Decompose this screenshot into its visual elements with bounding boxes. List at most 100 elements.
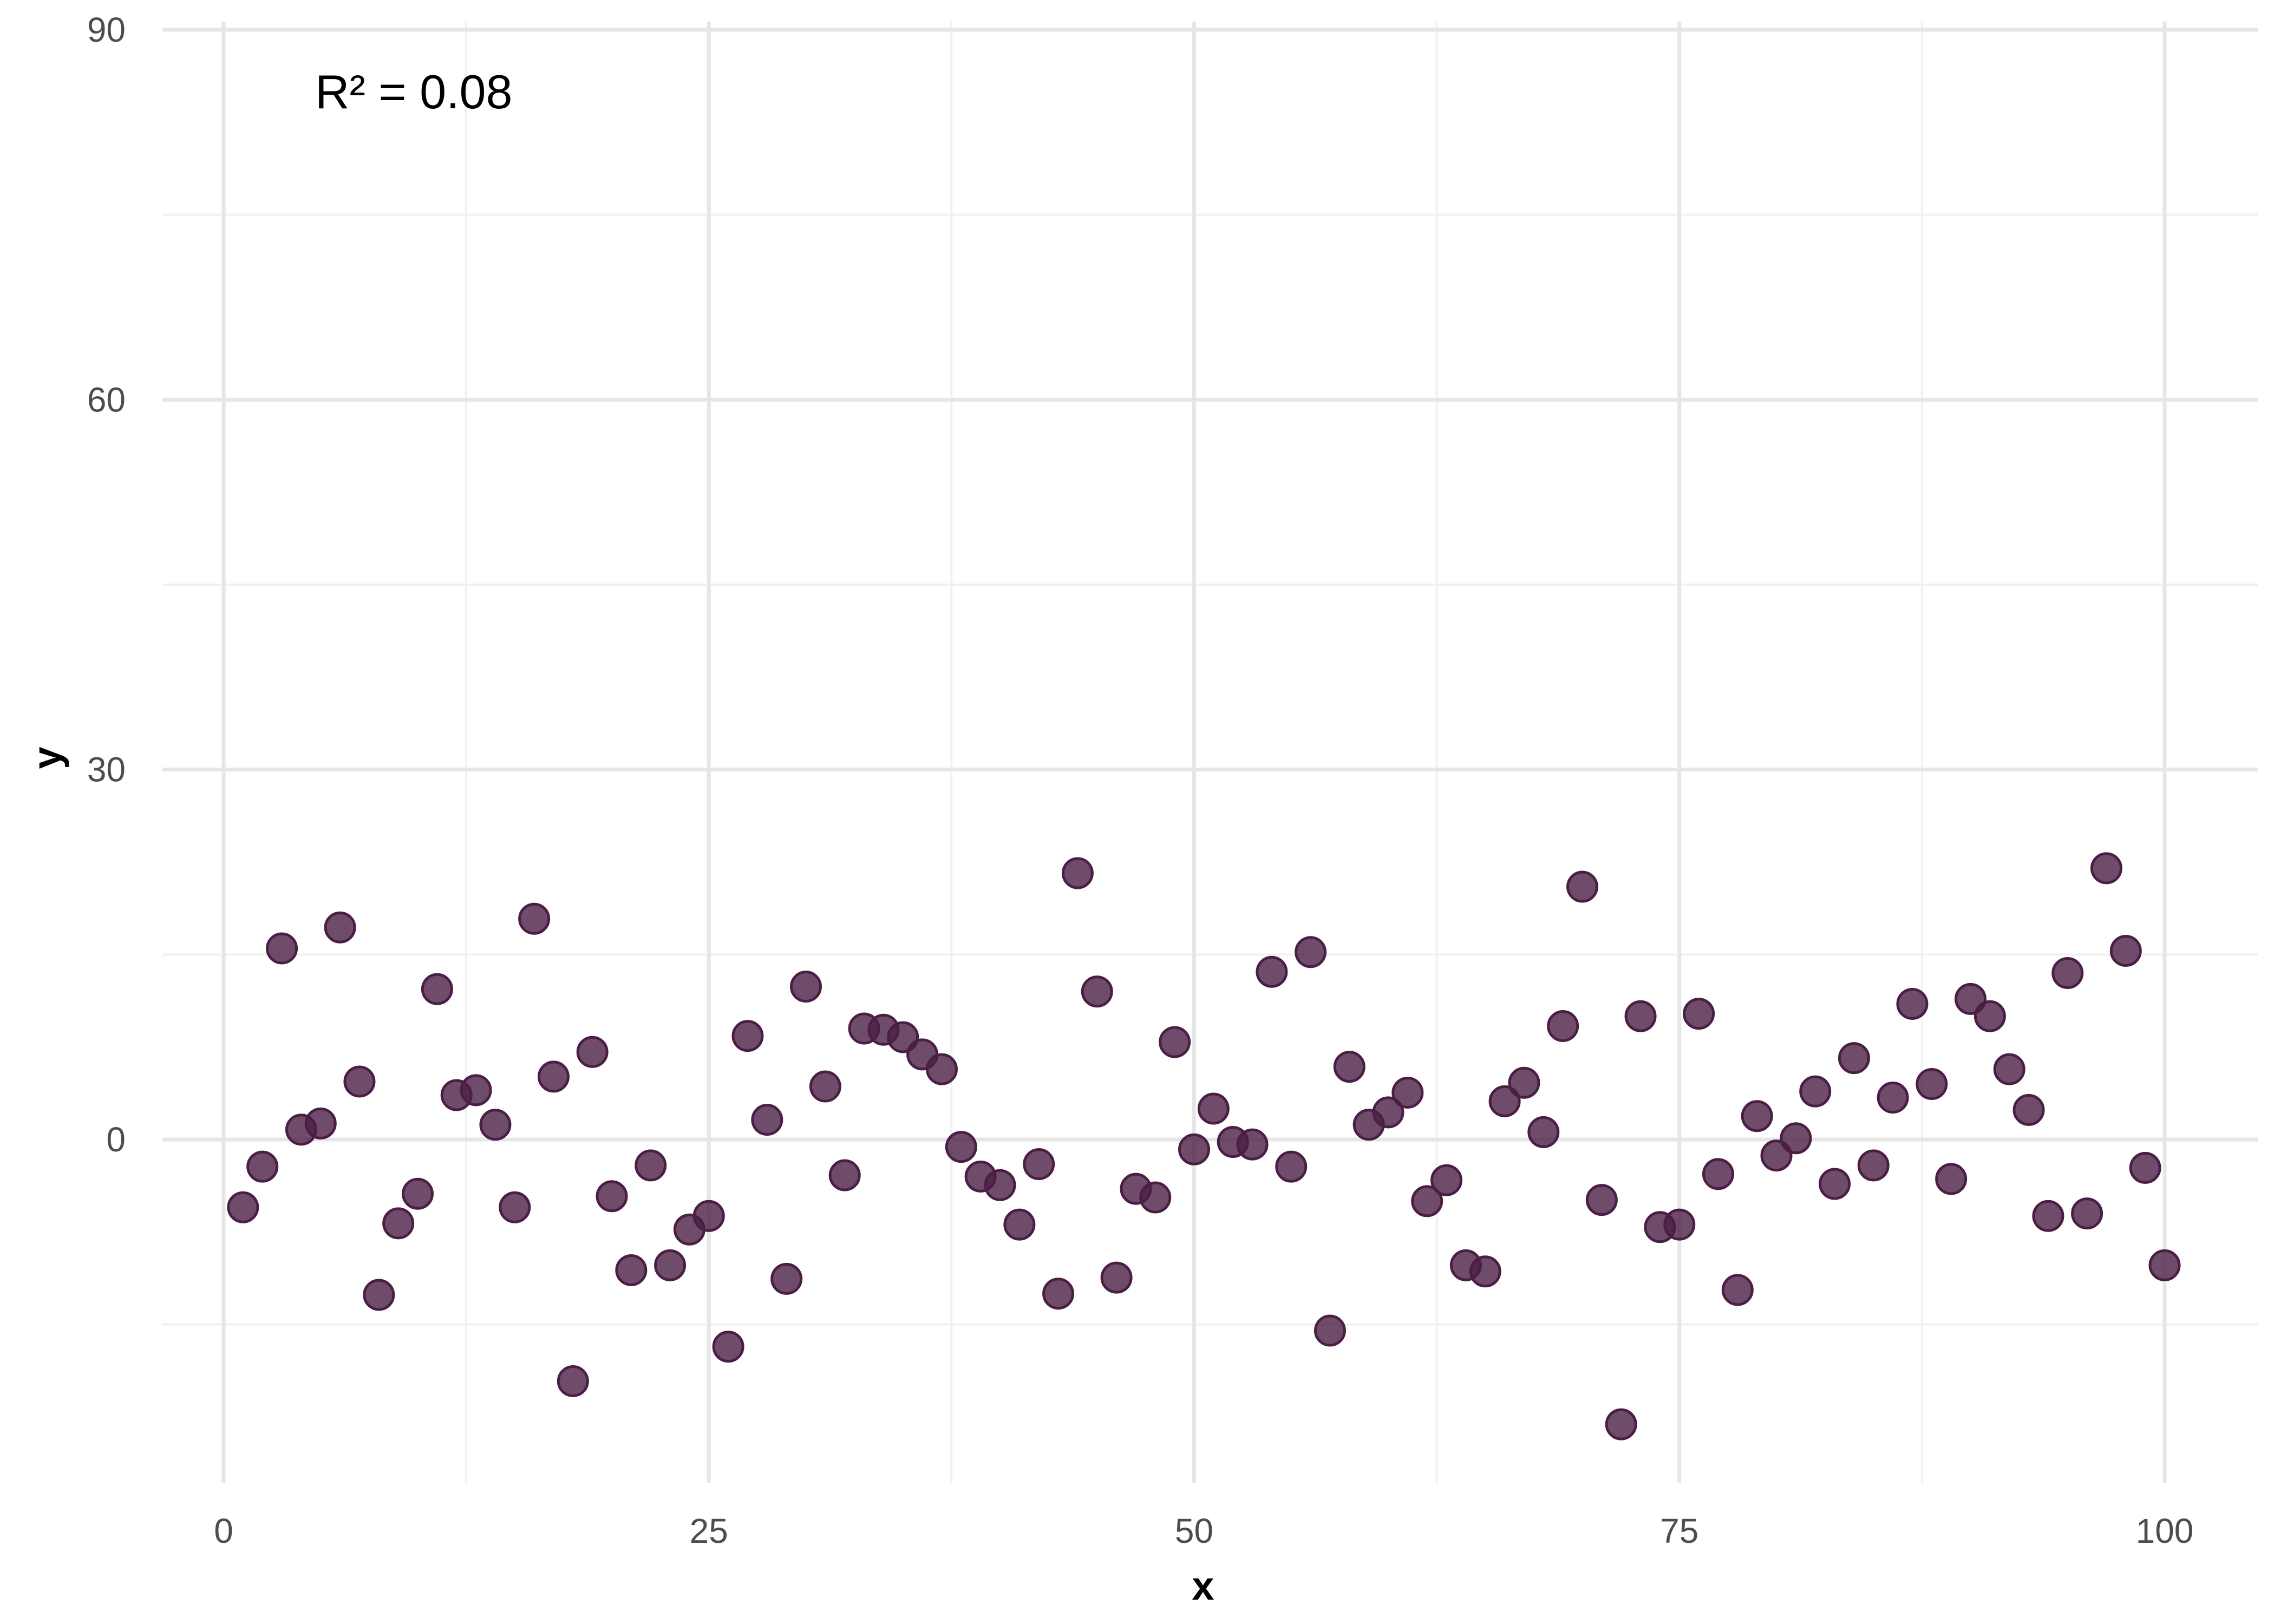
data-point [1566, 870, 1598, 903]
data-point [945, 1131, 977, 1163]
data-point [363, 1279, 395, 1311]
data-point [925, 1053, 958, 1085]
data-point [246, 1150, 279, 1183]
data-point [1100, 1261, 1133, 1294]
data-point [1275, 1150, 1308, 1183]
data-point [770, 1262, 803, 1295]
data-point [1819, 1168, 1851, 1200]
data-point [790, 971, 822, 1003]
data-point [1023, 1148, 1055, 1181]
data-point [1430, 1164, 1463, 1196]
data-point [1236, 1128, 1269, 1161]
data-point [1974, 1000, 2006, 1032]
data-point [1935, 1163, 1968, 1195]
data-points [227, 852, 2181, 1440]
data-point [1411, 1185, 1443, 1217]
data-point [1702, 1158, 1734, 1190]
y-tick-label: 0 [106, 1120, 126, 1159]
data-point [2032, 1200, 2064, 1232]
data-point [596, 1180, 628, 1213]
data-point [1547, 1010, 1579, 1042]
data-point [1488, 1085, 1521, 1117]
data-point [1372, 1096, 1404, 1129]
data-point [2071, 1197, 2103, 1230]
data-point [421, 973, 453, 1005]
data-point [2012, 1093, 2045, 1126]
grid-lines [162, 22, 2258, 1483]
data-point [324, 911, 356, 944]
data-point [304, 1107, 337, 1140]
data-point [266, 932, 298, 965]
data-point [1314, 1314, 1346, 1347]
y-tick-label: 60 [87, 380, 126, 419]
data-point [1081, 975, 1113, 1008]
data-point [731, 1020, 764, 1052]
data-point [479, 1109, 512, 1141]
data-point [499, 1191, 531, 1223]
y-tick-label: 30 [87, 750, 126, 789]
data-point [1838, 1042, 1870, 1075]
data-point [1605, 1408, 1637, 1440]
data-point [692, 1200, 725, 1232]
data-point [1178, 1133, 1210, 1165]
data-point [518, 902, 551, 935]
data-point [557, 1365, 589, 1397]
data-point [1877, 1082, 1909, 1114]
r-squared-annotation: R² = 0.08 [315, 65, 512, 119]
data-point [2109, 935, 2142, 967]
data-point [1993, 1053, 2025, 1085]
data-point [984, 1169, 1016, 1201]
data-point [576, 1036, 609, 1068]
data-point [615, 1254, 648, 1286]
data-point [751, 1104, 783, 1136]
data-point [1916, 1068, 1948, 1100]
data-point [809, 1070, 841, 1103]
data-point [1333, 1051, 1365, 1083]
data-point [2051, 957, 2084, 989]
data-point [382, 1207, 415, 1240]
x-tick-label: 25 [690, 1511, 728, 1550]
data-point [1799, 1075, 1832, 1108]
data-point [1469, 1255, 1501, 1288]
data-point [1741, 1100, 1773, 1132]
data-point [712, 1331, 744, 1363]
tick-labels: 0 25 50 75 100 0 30 60 90 [87, 10, 2194, 1550]
x-tick-label: 50 [1175, 1511, 1213, 1550]
data-point [1896, 987, 1929, 1020]
data-point [2090, 852, 2122, 885]
data-point [1042, 1278, 1075, 1310]
data-point [343, 1065, 376, 1098]
data-point [1857, 1149, 1890, 1182]
x-tick-label: 0 [214, 1511, 233, 1550]
data-point [1139, 1181, 1172, 1214]
data-point [1527, 1116, 1560, 1148]
data-point [1391, 1076, 1424, 1109]
y-axis-title: y [24, 746, 69, 769]
data-point [654, 1249, 687, 1281]
data-point [1197, 1092, 1230, 1125]
data-point [2148, 1249, 2181, 1281]
data-point [1061, 857, 1094, 889]
data-point [227, 1191, 259, 1223]
data-point [1721, 1274, 1754, 1306]
x-axis-title: x [1192, 1563, 1214, 1608]
x-tick-label: 75 [1660, 1511, 1698, 1550]
data-point [1585, 1184, 1618, 1216]
data-point [2129, 1151, 2161, 1184]
data-point [1780, 1122, 1812, 1155]
data-point [1683, 998, 1715, 1030]
data-point [828, 1159, 861, 1191]
data-point [1159, 1026, 1191, 1058]
data-point [460, 1074, 492, 1106]
data-point [1624, 1000, 1657, 1032]
data-point [402, 1177, 434, 1210]
data-point [1003, 1208, 1036, 1241]
data-point [1508, 1066, 1540, 1099]
x-tick-label: 100 [2136, 1511, 2194, 1550]
data-point [537, 1060, 570, 1093]
data-point [1295, 936, 1327, 968]
data-point [635, 1149, 667, 1182]
y-tick-label: 90 [87, 10, 126, 49]
